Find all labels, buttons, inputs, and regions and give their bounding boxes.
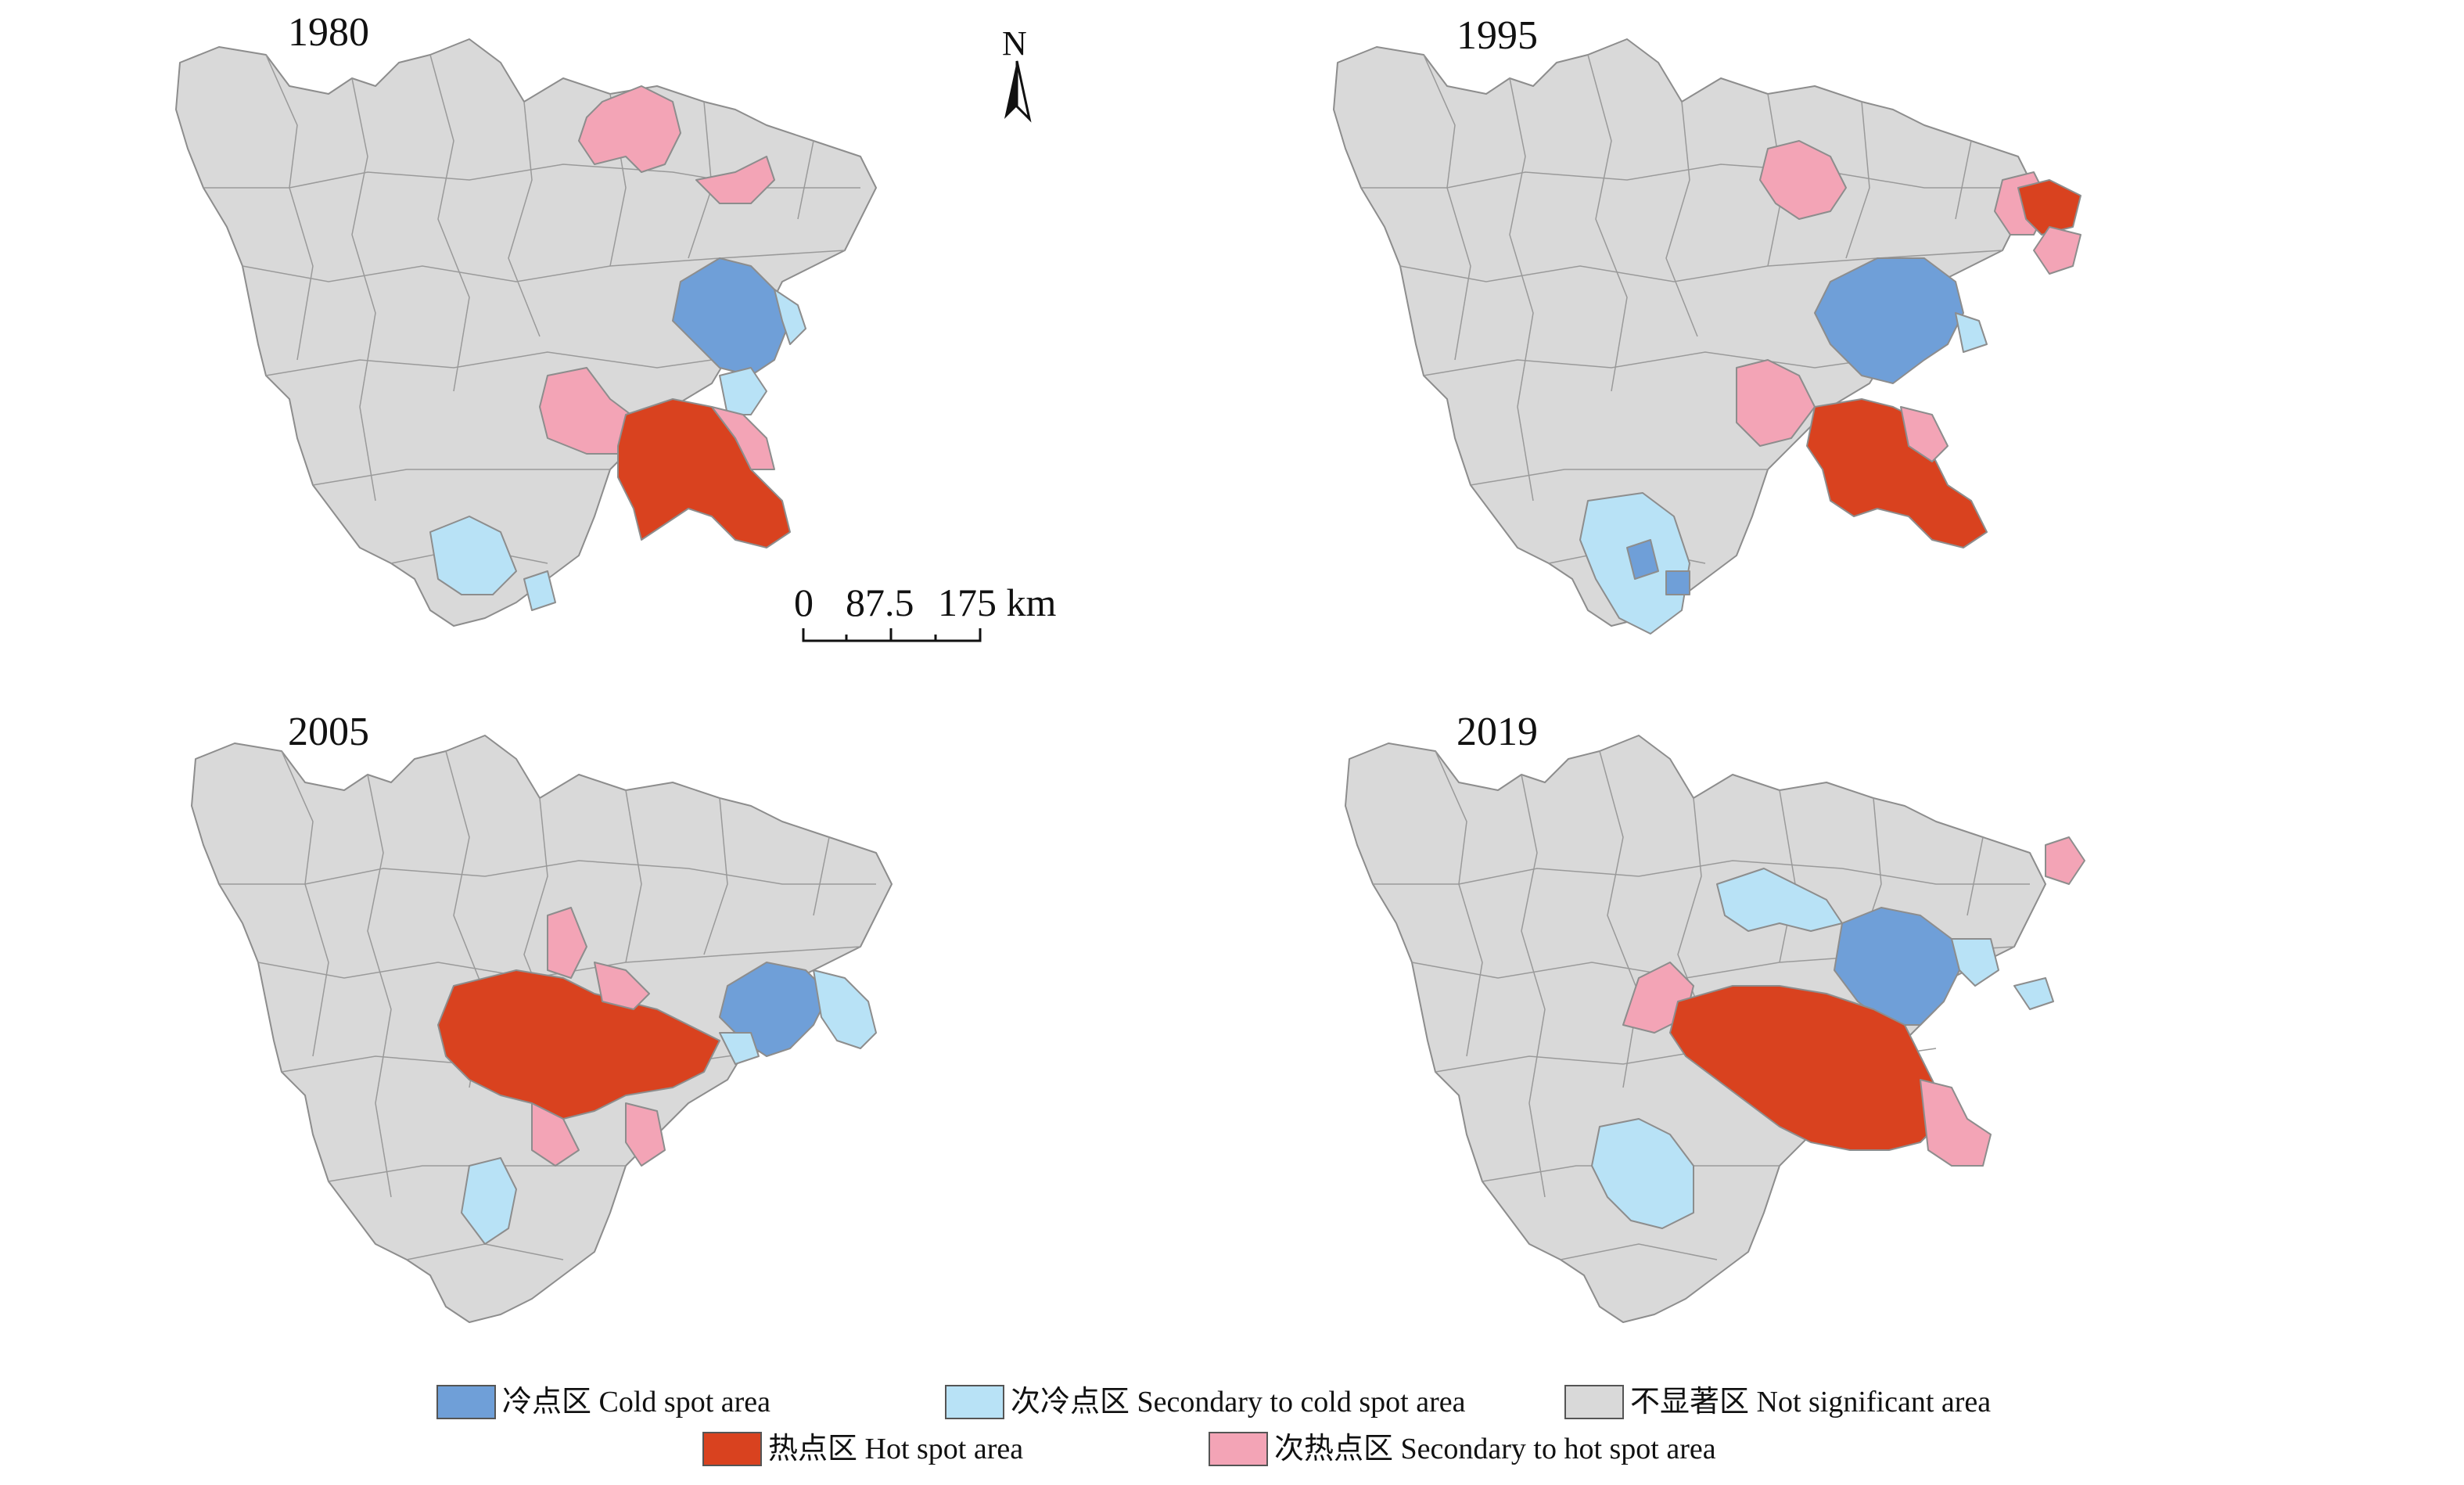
region-hot: [617, 398, 791, 548]
panel-title-1995: 1995: [1456, 13, 1538, 58]
region-secondary-cold: [1951, 938, 1999, 987]
county-boundary: [1361, 164, 2018, 189]
map-panel-1980: [175, 38, 877, 627]
legend-item-secondary-hot: 次热点区 Secondary to hot spot area: [1209, 1432, 1716, 1466]
region-secondary-cold: [774, 289, 806, 345]
legend-label-not-significant: 不显著区 Not significant area: [1630, 1386, 1992, 1418]
scale-label-mid: 87.5: [846, 581, 914, 624]
map-panel-2019: [1345, 735, 2085, 1323]
legend-swatch-hot: [702, 1432, 762, 1466]
scale-label-zero: 0: [794, 581, 814, 624]
region-secondary-cold: [429, 516, 517, 595]
panel-title-2005: 2005: [288, 710, 369, 754]
region-secondary-hot: [594, 962, 650, 1010]
panel-title-2019: 2019: [1456, 710, 1538, 754]
county-boundary: [265, 351, 767, 376]
legend-label-hot: 热点区 Hot spot area: [768, 1433, 1024, 1465]
county-boundary: [1373, 860, 2030, 885]
region-secondary-cold: [813, 969, 877, 1049]
county-boundary: [1845, 101, 1870, 259]
county-boundary: [1967, 836, 1984, 916]
region-secondary-hot: [2045, 836, 2085, 885]
legend-label-secondary-cold: 次冷点区 Secondary to cold spot area: [1011, 1386, 1466, 1418]
region-cold: [1834, 907, 1960, 1026]
county-boundary: [1423, 351, 1925, 376]
county-boundary: [1665, 101, 1698, 337]
region-secondary-hot: [1900, 406, 1949, 462]
scale-label-max: 175 km: [938, 581, 1057, 624]
legend-swatch-cold: [436, 1385, 496, 1419]
north-arrow-icon: [1004, 60, 1032, 123]
panel-title-1980: 1980: [288, 10, 369, 55]
region-secondary-hot: [578, 85, 681, 173]
region-secondary-cold: [1591, 1118, 1694, 1229]
county-boundary: [1470, 469, 1768, 486]
scale-bar-line: [802, 628, 982, 642]
region-secondary-cold: [719, 367, 767, 415]
legend-item-not-significant: 不显著区 Not significant area: [1564, 1385, 1991, 1419]
region-secondary-hot: [625, 1102, 666, 1167]
region-secondary-hot: [1736, 359, 1816, 447]
region-secondary-hot: [1759, 140, 1847, 220]
region-secondary-cold: [461, 1157, 517, 1245]
county-boundary: [1509, 77, 1534, 502]
county-boundary: [625, 789, 642, 963]
region-secondary-hot: [711, 406, 775, 470]
region-secondary-hot: [2033, 226, 2081, 275]
region-cold: [1665, 570, 1690, 595]
county-boundary: [813, 836, 830, 916]
legend-item-hot: 热点区 Hot spot area: [702, 1432, 1023, 1466]
region-hot: [437, 969, 720, 1120]
county-boundary: [312, 469, 610, 486]
region-secondary-cold: [719, 1032, 760, 1065]
county-boundary: [351, 77, 376, 502]
scale-bar: 0 87.5 175 km: [794, 583, 1091, 645]
region-secondary-hot: [1920, 1079, 1992, 1167]
county-boundary: [1560, 1243, 1718, 1260]
map-panel-2005: [191, 735, 893, 1323]
county-boundary: [429, 54, 470, 392]
county-boundary: [219, 860, 876, 885]
county-boundary: [703, 797, 728, 955]
north-arrow-label: N: [1002, 24, 1027, 63]
legend-label-cold: 冷点区 Cold spot area: [502, 1386, 771, 1418]
region-cold: [1626, 539, 1659, 580]
region-hot: [1669, 985, 1945, 1151]
legend-label-secondary-hot: 次热点区 Secondary to hot spot area: [1274, 1433, 1716, 1465]
region-secondary-hot: [695, 156, 775, 204]
county-boundary: [797, 140, 814, 220]
region-hot: [2017, 179, 2081, 236]
region-secondary-cold: [1716, 868, 1843, 932]
county-boundary: [367, 774, 392, 1198]
region-secondary-hot: [547, 907, 587, 979]
region-hot: [1806, 398, 1988, 548]
county-boundary: [1521, 774, 1546, 1198]
county-boundary: [1677, 797, 1710, 1034]
region-cold: [1814, 257, 1964, 384]
legend-swatch-secondary-hot: [1209, 1432, 1268, 1466]
region-secondary-cold: [1955, 312, 1988, 353]
county-boundary: [508, 101, 541, 337]
region-secondary-hot: [531, 1102, 580, 1167]
county-boundary: [1955, 140, 1972, 220]
county-boundary: [1587, 54, 1628, 392]
region-secondary-cold: [523, 570, 556, 611]
region-cold: [672, 257, 791, 376]
legend-swatch-secondary-cold: [945, 1385, 1004, 1419]
legend-swatch-not-significant: [1564, 1385, 1624, 1419]
legend-item-secondary-cold: 次冷点区 Secondary to cold spot area: [945, 1385, 1465, 1419]
region-secondary-cold: [2013, 977, 2054, 1010]
map-panel-1995: [1333, 38, 2081, 635]
legend-item-cold: 冷点区 Cold spot area: [436, 1385, 770, 1419]
